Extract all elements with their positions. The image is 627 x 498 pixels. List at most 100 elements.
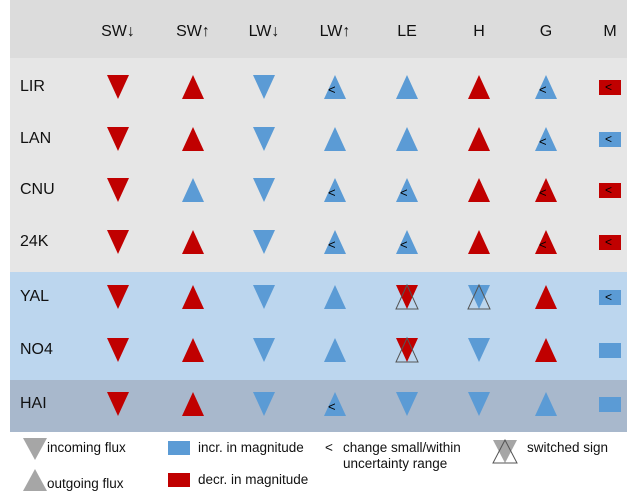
small-change-marker: < <box>605 80 613 94</box>
triangle-svg <box>468 75 490 99</box>
small-change-marker: < <box>400 185 408 200</box>
triangle-shape <box>396 127 418 151</box>
triangle-shape <box>182 392 204 416</box>
triangle-svg <box>253 338 275 362</box>
triangle-shape <box>396 285 418 309</box>
down-triangle-blue-icon <box>249 389 279 419</box>
triangle-shape <box>253 127 275 151</box>
down-triangle-blue-icon <box>249 124 279 154</box>
triangle-svg <box>182 392 204 416</box>
legend-switched-label: switched sign <box>527 440 609 455</box>
triangle-shape <box>535 127 557 151</box>
row-label: CNU <box>20 181 55 198</box>
blue-rect-icon: < <box>599 132 621 147</box>
triangle-shape <box>324 285 346 309</box>
column-header: SW↑ <box>176 23 210 40</box>
triangle-svg <box>324 127 346 151</box>
triangle-shape <box>182 127 204 151</box>
up-triangle-red-icon: < <box>531 227 561 257</box>
triangle-shape <box>324 230 346 254</box>
triangle-shape <box>107 392 129 416</box>
switched-outline <box>395 283 419 310</box>
down-triangle-red-icon <box>103 389 133 419</box>
small-change-marker: < <box>539 185 547 200</box>
switched-outline <box>395 336 419 363</box>
up-triangle-red-icon <box>464 124 494 154</box>
blue-rect-icon: < <box>599 290 621 305</box>
legend-incoming <box>20 436 50 462</box>
triangle-svg <box>324 230 346 254</box>
row-label: NO4 <box>20 341 53 358</box>
small-change-marker: < <box>539 134 547 149</box>
up-triangle-blue-icon: < <box>392 175 422 205</box>
triangle-svg <box>182 338 204 362</box>
triangle-svg <box>468 338 490 362</box>
triangle-svg <box>107 178 129 202</box>
row-label: 24K <box>20 233 49 250</box>
small-change-marker: < <box>605 183 613 197</box>
header-band <box>10 0 627 58</box>
legend-small-line2: uncertainty range <box>343 456 448 471</box>
up-triangle-red-icon <box>178 282 208 312</box>
triangle-svg <box>253 75 275 99</box>
triangle-svg <box>324 338 346 362</box>
up-triangle-red-icon <box>178 389 208 419</box>
small-change-marker: < <box>328 237 336 252</box>
triangle-svg <box>468 392 490 416</box>
down-triangle-red-icon <box>103 335 133 365</box>
triangle-svg <box>468 127 490 151</box>
triangle-shape <box>253 230 275 254</box>
triangle-shape <box>535 75 557 99</box>
blue-rect-icon <box>599 397 621 412</box>
triangle-svg <box>535 75 557 99</box>
down-triangle-blue-icon <box>392 389 422 419</box>
up-triangle-red-icon <box>464 175 494 205</box>
small-change-marker: < <box>328 185 336 200</box>
triangle-svg <box>182 178 204 202</box>
triangle-svg <box>253 392 275 416</box>
switched-outline <box>467 283 491 310</box>
triangle-shape <box>182 178 204 202</box>
up-triangle-blue-icon: < <box>531 72 561 102</box>
down-triangle-blue-icon <box>464 282 494 312</box>
down-triangle-blue-icon <box>464 335 494 365</box>
red-rect-icon <box>168 473 190 487</box>
legend-incoming-label: incoming flux <box>47 440 126 455</box>
triangle-shape <box>396 178 418 202</box>
legend-small-line1: change small/within <box>343 440 461 455</box>
triangle-svg <box>107 392 129 416</box>
down-triangle-blue-icon <box>249 282 279 312</box>
triangle-svg <box>535 127 557 151</box>
triangle-shape <box>182 75 204 99</box>
triangle-shape <box>468 285 490 309</box>
up-triangle-blue-icon: < <box>320 389 350 419</box>
up-triangle-blue-icon <box>320 335 350 365</box>
triangle-svg <box>396 75 418 99</box>
triangle-shape <box>468 338 490 362</box>
triangle-shape <box>253 285 275 309</box>
triangle-svg <box>107 75 129 99</box>
up-triangle-red-icon <box>178 227 208 257</box>
triangle-svg <box>535 392 557 416</box>
triangle-svg <box>396 392 418 416</box>
triangle-shape <box>396 230 418 254</box>
small-change-marker: < <box>605 290 613 304</box>
triangle-shape <box>253 392 275 416</box>
down-triangle-red-icon <box>392 335 422 365</box>
legend-switched <box>490 437 520 465</box>
triangle-svg <box>253 178 275 202</box>
legend-decr-label: decr. in magnitude <box>198 472 309 487</box>
down-triangle-red-icon <box>103 227 133 257</box>
triangle-svg <box>396 230 418 254</box>
up-triangle-red-icon <box>464 227 494 257</box>
triangle-svg <box>182 127 204 151</box>
column-header: LE <box>397 23 417 40</box>
column-header: M <box>603 23 617 40</box>
triangle-svg <box>107 285 129 309</box>
dark-band <box>10 380 627 432</box>
up-triangle-blue-icon <box>392 124 422 154</box>
column-header: LW↑ <box>319 23 351 40</box>
triangle-shape <box>535 285 557 309</box>
triangle-svg <box>253 285 275 309</box>
legend-incr-label: incr. in magnitude <box>198 440 304 455</box>
